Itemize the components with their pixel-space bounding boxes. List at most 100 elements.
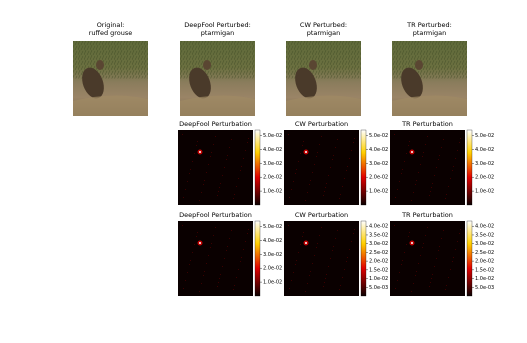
heat-noise bbox=[418, 263, 419, 264]
heat-noise bbox=[312, 263, 313, 264]
heat-noise bbox=[353, 142, 354, 143]
heat-noise bbox=[317, 243, 318, 244]
heat-noise bbox=[295, 264, 296, 265]
colorbar-tick-label: 2.5e-02 bbox=[369, 250, 388, 256]
heat-noise bbox=[323, 195, 324, 196]
heat-noise bbox=[300, 153, 301, 154]
heat-noise bbox=[309, 275, 310, 276]
heat-noise bbox=[229, 238, 230, 239]
heat-noise bbox=[303, 232, 304, 233]
bird-head bbox=[96, 60, 104, 70]
heat-noise bbox=[208, 255, 209, 256]
heat-noise bbox=[295, 173, 296, 174]
heat-noise bbox=[420, 164, 421, 165]
heat-noise bbox=[455, 249, 456, 250]
heat-noise bbox=[227, 155, 228, 156]
heat-noise bbox=[450, 269, 451, 270]
heat-noise bbox=[288, 225, 289, 226]
colorbar-tick-label: 3.0e-02 bbox=[369, 161, 388, 167]
heat-peak bbox=[305, 151, 307, 153]
heat-noise bbox=[293, 181, 294, 182]
heat-noise bbox=[224, 258, 225, 259]
heat-noise bbox=[220, 274, 221, 275]
heat-noise bbox=[226, 250, 227, 251]
heat-noise bbox=[349, 158, 350, 159]
heat-noise bbox=[234, 285, 235, 286]
ground bbox=[392, 95, 467, 116]
heat-noise bbox=[342, 277, 343, 278]
colorbar bbox=[466, 220, 473, 297]
heat-noise bbox=[323, 286, 324, 287]
heat-noise bbox=[347, 257, 348, 258]
heat-noise bbox=[289, 197, 290, 198]
heat-noise bbox=[453, 257, 454, 258]
heat-noise bbox=[422, 156, 423, 157]
heat-noise bbox=[399, 272, 400, 273]
heat-noise bbox=[199, 291, 200, 292]
heat-noise bbox=[187, 181, 188, 182]
heat-noise bbox=[339, 289, 340, 290]
heat-noise bbox=[197, 141, 198, 142]
heat-noise bbox=[432, 274, 433, 275]
heat-noise bbox=[448, 277, 449, 278]
colorbar-tick-label: 4.0e-02 bbox=[475, 147, 494, 153]
heat-noise bbox=[459, 233, 460, 234]
heat-noise bbox=[445, 289, 446, 290]
colorbar-tick-label: 1.0e-02 bbox=[475, 276, 494, 282]
heat-noise bbox=[408, 236, 409, 237]
heat-noise bbox=[291, 189, 292, 190]
heat-noise bbox=[325, 187, 326, 188]
heat-noise bbox=[395, 288, 396, 289]
heat-noise bbox=[332, 250, 333, 251]
colorbar-tick-label: 2.0e-02 bbox=[475, 175, 494, 181]
heat-noise bbox=[438, 250, 439, 251]
heat-noise bbox=[247, 233, 248, 234]
ground bbox=[286, 95, 361, 116]
heat-noise bbox=[425, 235, 426, 236]
heat-noise bbox=[436, 258, 437, 259]
heat-noise bbox=[333, 155, 334, 156]
heat-noise bbox=[309, 184, 310, 185]
colorbar bbox=[254, 220, 261, 297]
heat-noise bbox=[248, 229, 249, 230]
colorbar-tick-label: 3.0e-02 bbox=[475, 241, 494, 247]
colorbar-tick-label: 1.5e-02 bbox=[475, 267, 494, 273]
heat-noise bbox=[222, 175, 223, 176]
heat-peak bbox=[199, 151, 201, 153]
heatmap bbox=[284, 130, 359, 205]
heat-noise bbox=[201, 283, 202, 284]
bird-head bbox=[415, 60, 423, 70]
heat-noise bbox=[326, 183, 327, 184]
heat-noise bbox=[431, 187, 432, 188]
panel-title: TR Perturbation bbox=[401, 120, 453, 128]
heat-noise bbox=[196, 236, 197, 237]
heat-noise bbox=[321, 227, 322, 228]
heat-noise bbox=[404, 252, 405, 253]
heat-noise bbox=[298, 252, 299, 253]
colorbar-tick-label: 1.5e-02 bbox=[369, 267, 388, 273]
heat-noise bbox=[231, 230, 232, 231]
colorbar-tick-label: 4.0e-02 bbox=[263, 147, 282, 153]
heat-noise bbox=[238, 178, 239, 179]
heat-noise bbox=[446, 285, 447, 286]
colorbar-tick-label: 3.0e-02 bbox=[263, 252, 282, 258]
heat-noise bbox=[340, 285, 341, 286]
heatmap bbox=[284, 221, 359, 296]
heat-noise bbox=[418, 172, 419, 173]
colorbar-tick-label: 3.0e-02 bbox=[369, 241, 388, 247]
heat-noise bbox=[335, 238, 336, 239]
heat-noise bbox=[215, 227, 216, 228]
heat-noise bbox=[185, 280, 186, 281]
heat-noise bbox=[431, 278, 432, 279]
heat-noise bbox=[307, 283, 308, 284]
heat-noise bbox=[203, 184, 204, 185]
heat-noise bbox=[222, 266, 223, 267]
heat-noise bbox=[310, 180, 311, 181]
heat-noise bbox=[430, 282, 431, 283]
panel-title: CW Perturbed: bbox=[300, 21, 347, 29]
heat-noise bbox=[217, 286, 218, 287]
heat-noise bbox=[448, 186, 449, 187]
heat-noise bbox=[439, 155, 440, 156]
heat-noise bbox=[416, 180, 417, 181]
heat-noise bbox=[296, 260, 297, 261]
